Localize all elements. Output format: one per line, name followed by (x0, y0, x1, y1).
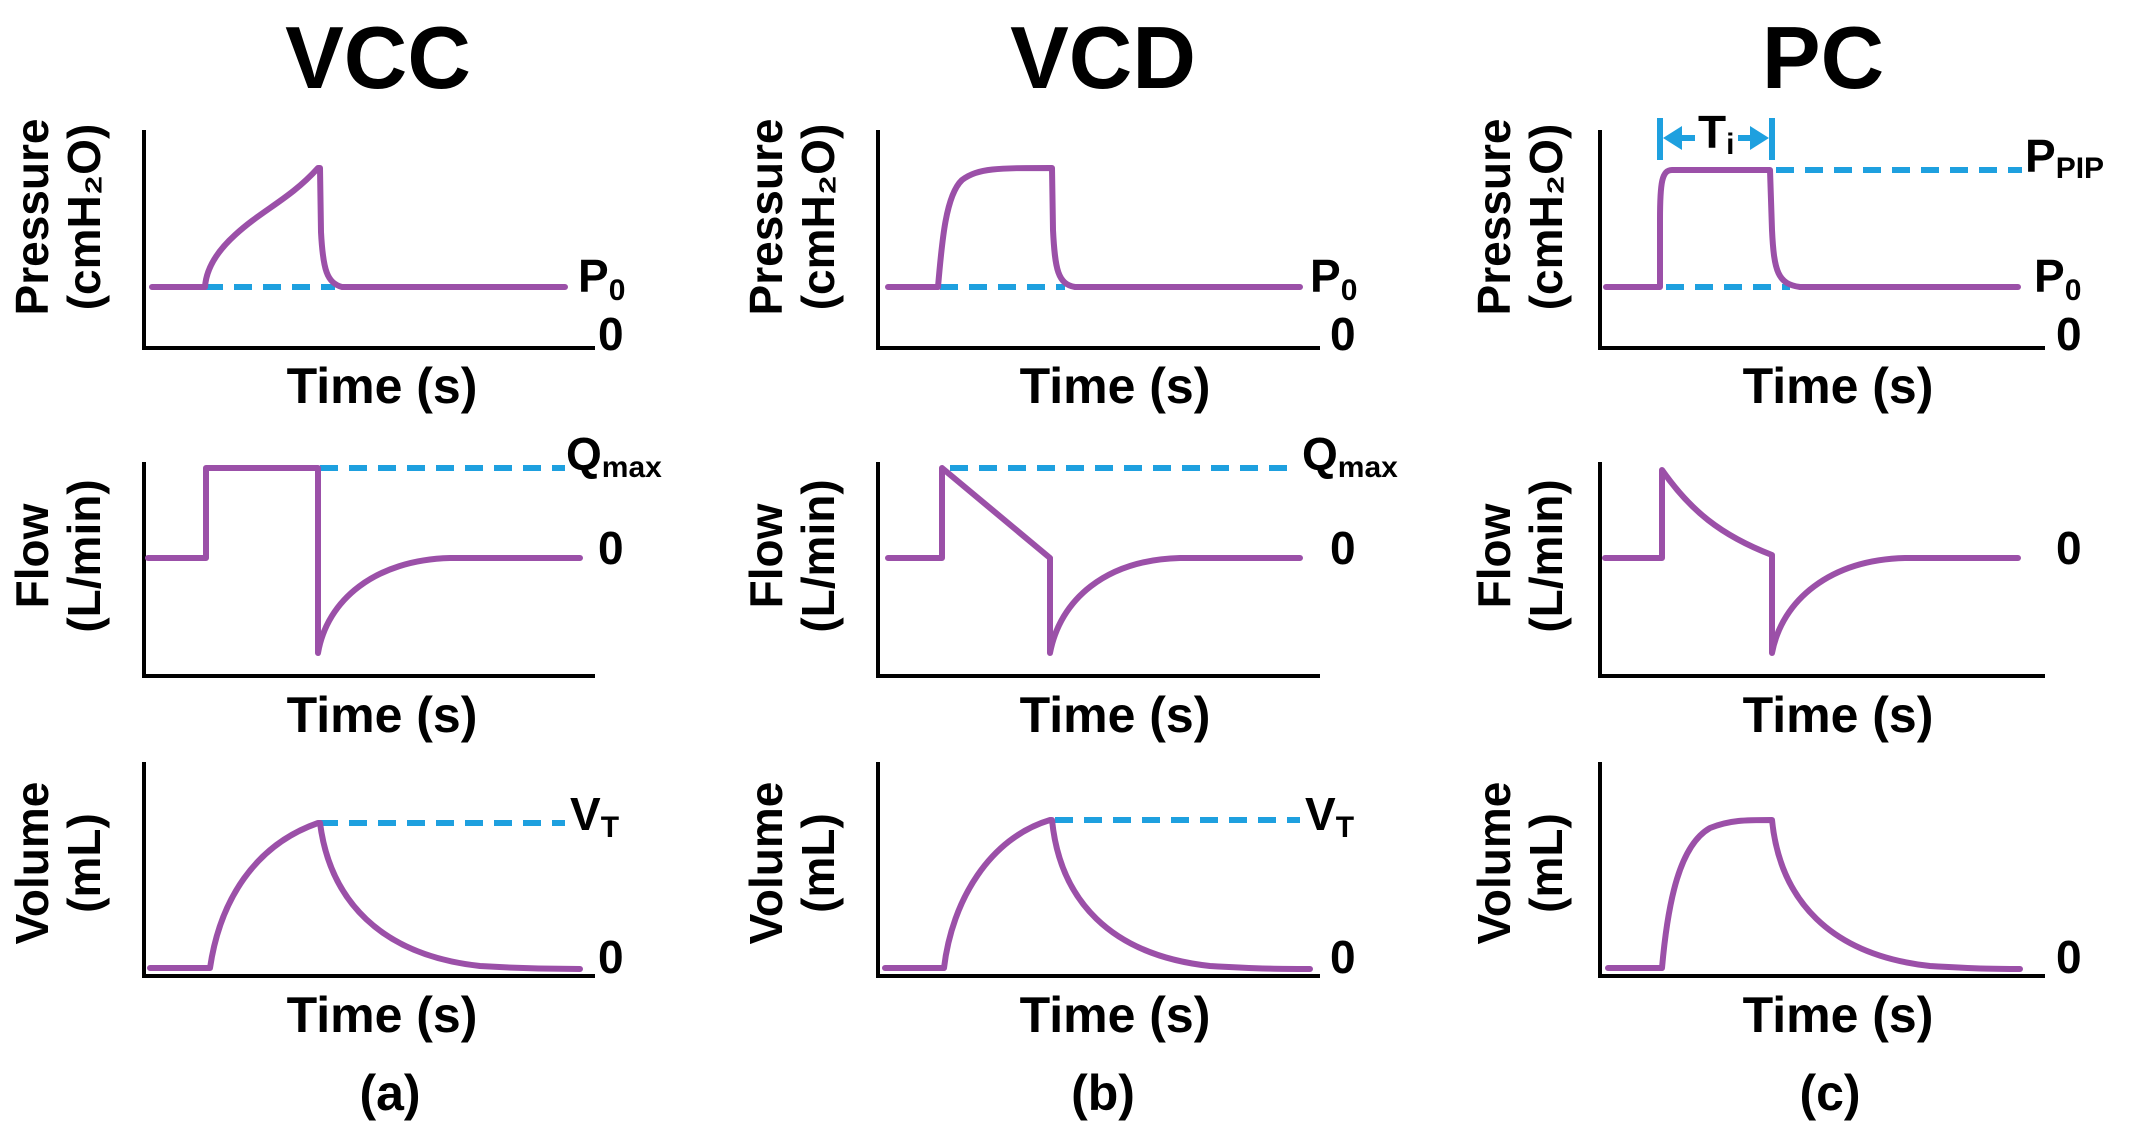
flow-zero-tick: 0 (2056, 522, 2082, 574)
flow-ylabel-line2: (L/min) (1520, 479, 1572, 632)
flow-axes (876, 462, 1320, 678)
flow-ylabel-line2: (L/min) (58, 479, 110, 632)
column-vcc: VCC Pressure (cmH₂O) P0 0 Time (s) Flow … (6, 8, 662, 1121)
volume-waveform (882, 817, 1313, 972)
pressure-waveform (149, 165, 568, 290)
vcd-volume-plot: Volume (mL) VT 0 Time (s) (740, 762, 1356, 1043)
caption-a: (a) (359, 1065, 420, 1121)
flow-waveform (1602, 467, 2021, 656)
pc-volume-plot: Volume (mL) 0 Time (s) (1468, 762, 2082, 1043)
pressure-ylabel-line2: (cmH₂O) (1520, 124, 1572, 311)
flow-axes (1598, 462, 2045, 678)
volume-xlabel: Time (s) (1020, 987, 1211, 1043)
volume-ylabel-line2: (mL) (1520, 813, 1572, 913)
ti-arrow: Ti (1657, 106, 1775, 161)
caption-c: (c) (1799, 1065, 1860, 1121)
flow-xlabel: Time (s) (1020, 687, 1211, 743)
volume-waveform (1605, 817, 2023, 972)
pressure-waveform (885, 165, 1303, 290)
flow-waveform (885, 465, 1303, 656)
ti-arrowhead-left (1663, 126, 1682, 150)
vcd-pressure-plot: Pressure (cmH₂O) P0 0 Time (s) (740, 119, 1357, 414)
vcc-pressure-plot: Pressure (cmH₂O) P0 0 Time (s) (6, 119, 625, 414)
flow-xlabel: Time (s) (287, 687, 478, 743)
volume-ylabel-line1: Volume (6, 782, 58, 945)
volume-xlabel: Time (s) (287, 987, 478, 1043)
vt-label: VT (1305, 788, 1354, 844)
volume-ylabel-line2: (mL) (792, 813, 844, 913)
flow-zero-tick: 0 (1330, 522, 1356, 574)
column-pc: PC Pressure (cmH₂O) Ti PPIP P0 0 Time (s… (1468, 8, 2104, 1121)
ti-arrowhead-right (1750, 126, 1769, 150)
vt-label: VT (570, 788, 619, 844)
caption-b: (b) (1071, 1065, 1135, 1121)
volume-zero-tick: 0 (1330, 931, 1356, 983)
pressure-xlabel: Time (s) (287, 358, 478, 414)
flow-ylabel-line1: Flow (1468, 503, 1520, 608)
pressure-waveform (1603, 167, 2021, 290)
qmax-label: Qmax (1302, 428, 1398, 484)
column-title-vcc: VCC (285, 8, 471, 107)
pressure-zero-tick: 0 (598, 308, 624, 360)
pc-flow-plot: Flow (L/min) 0 Time (s) (1468, 462, 2082, 743)
pressure-zero-tick: 0 (1330, 308, 1356, 360)
volume-axes (1598, 762, 2045, 978)
column-title-pc: PC (1762, 8, 1884, 107)
pressure-ylabel-line2: (cmH₂O) (58, 124, 110, 311)
pressure-axes (876, 130, 1320, 350)
flow-xlabel: Time (s) (1743, 687, 1934, 743)
volume-waveform (147, 820, 583, 972)
pressure-zero-tick: 0 (2056, 308, 2082, 360)
volume-xlabel: Time (s) (1743, 987, 1934, 1043)
volume-ylabel-line1: Volume (1468, 782, 1520, 945)
p0-label: P0 (1310, 250, 1357, 307)
column-vcd: VCD Pressure (cmH₂O) P0 0 Time (s) Flow … (740, 8, 1398, 1121)
qmax-label: Qmax (566, 428, 662, 484)
flow-zero-tick: 0 (598, 522, 624, 574)
volume-zero-tick: 0 (598, 931, 624, 983)
pressure-axes (1598, 130, 2045, 350)
p0-label: P0 (578, 250, 625, 307)
p0-label: P0 (2034, 250, 2081, 307)
pressure-xlabel: Time (s) (1743, 358, 1934, 414)
vcc-flow-plot: Flow (L/min) Qmax 0 Time (s) (6, 428, 662, 743)
flow-ylabel-line2: (L/min) (792, 479, 844, 632)
volume-axes (876, 762, 1320, 978)
ti-label: Ti (1698, 106, 1734, 161)
volume-ylabel-line2: (mL) (58, 813, 110, 913)
volume-axes (142, 762, 595, 978)
flow-axes (142, 462, 595, 678)
flow-ylabel-line1: Flow (740, 503, 792, 608)
volume-zero-tick: 0 (2056, 931, 2082, 983)
pressure-axes (142, 130, 595, 350)
pressure-xlabel: Time (s) (1020, 358, 1211, 414)
pc-pressure-plot: Pressure (cmH₂O) Ti PPIP P0 0 Time (s) (1468, 106, 2104, 414)
pressure-ylabel-line2: (cmH₂O) (792, 124, 844, 311)
pressure-ylabel-line1: Pressure (1468, 119, 1520, 316)
pressure-ylabel-line1: Pressure (740, 119, 792, 316)
flow-ylabel-line1: Flow (6, 503, 58, 608)
ppip-label: PPIP (2025, 130, 2104, 185)
vcd-flow-plot: Flow (L/min) Qmax 0 Time (s) (740, 428, 1398, 743)
flow-waveform (145, 465, 583, 656)
vcc-volume-plot: Volume (mL) VT 0 Time (s) (6, 762, 624, 1043)
pressure-ylabel-line1: Pressure (6, 119, 58, 316)
column-title-vcd: VCD (1010, 8, 1196, 107)
volume-ylabel-line1: Volume (740, 782, 792, 945)
